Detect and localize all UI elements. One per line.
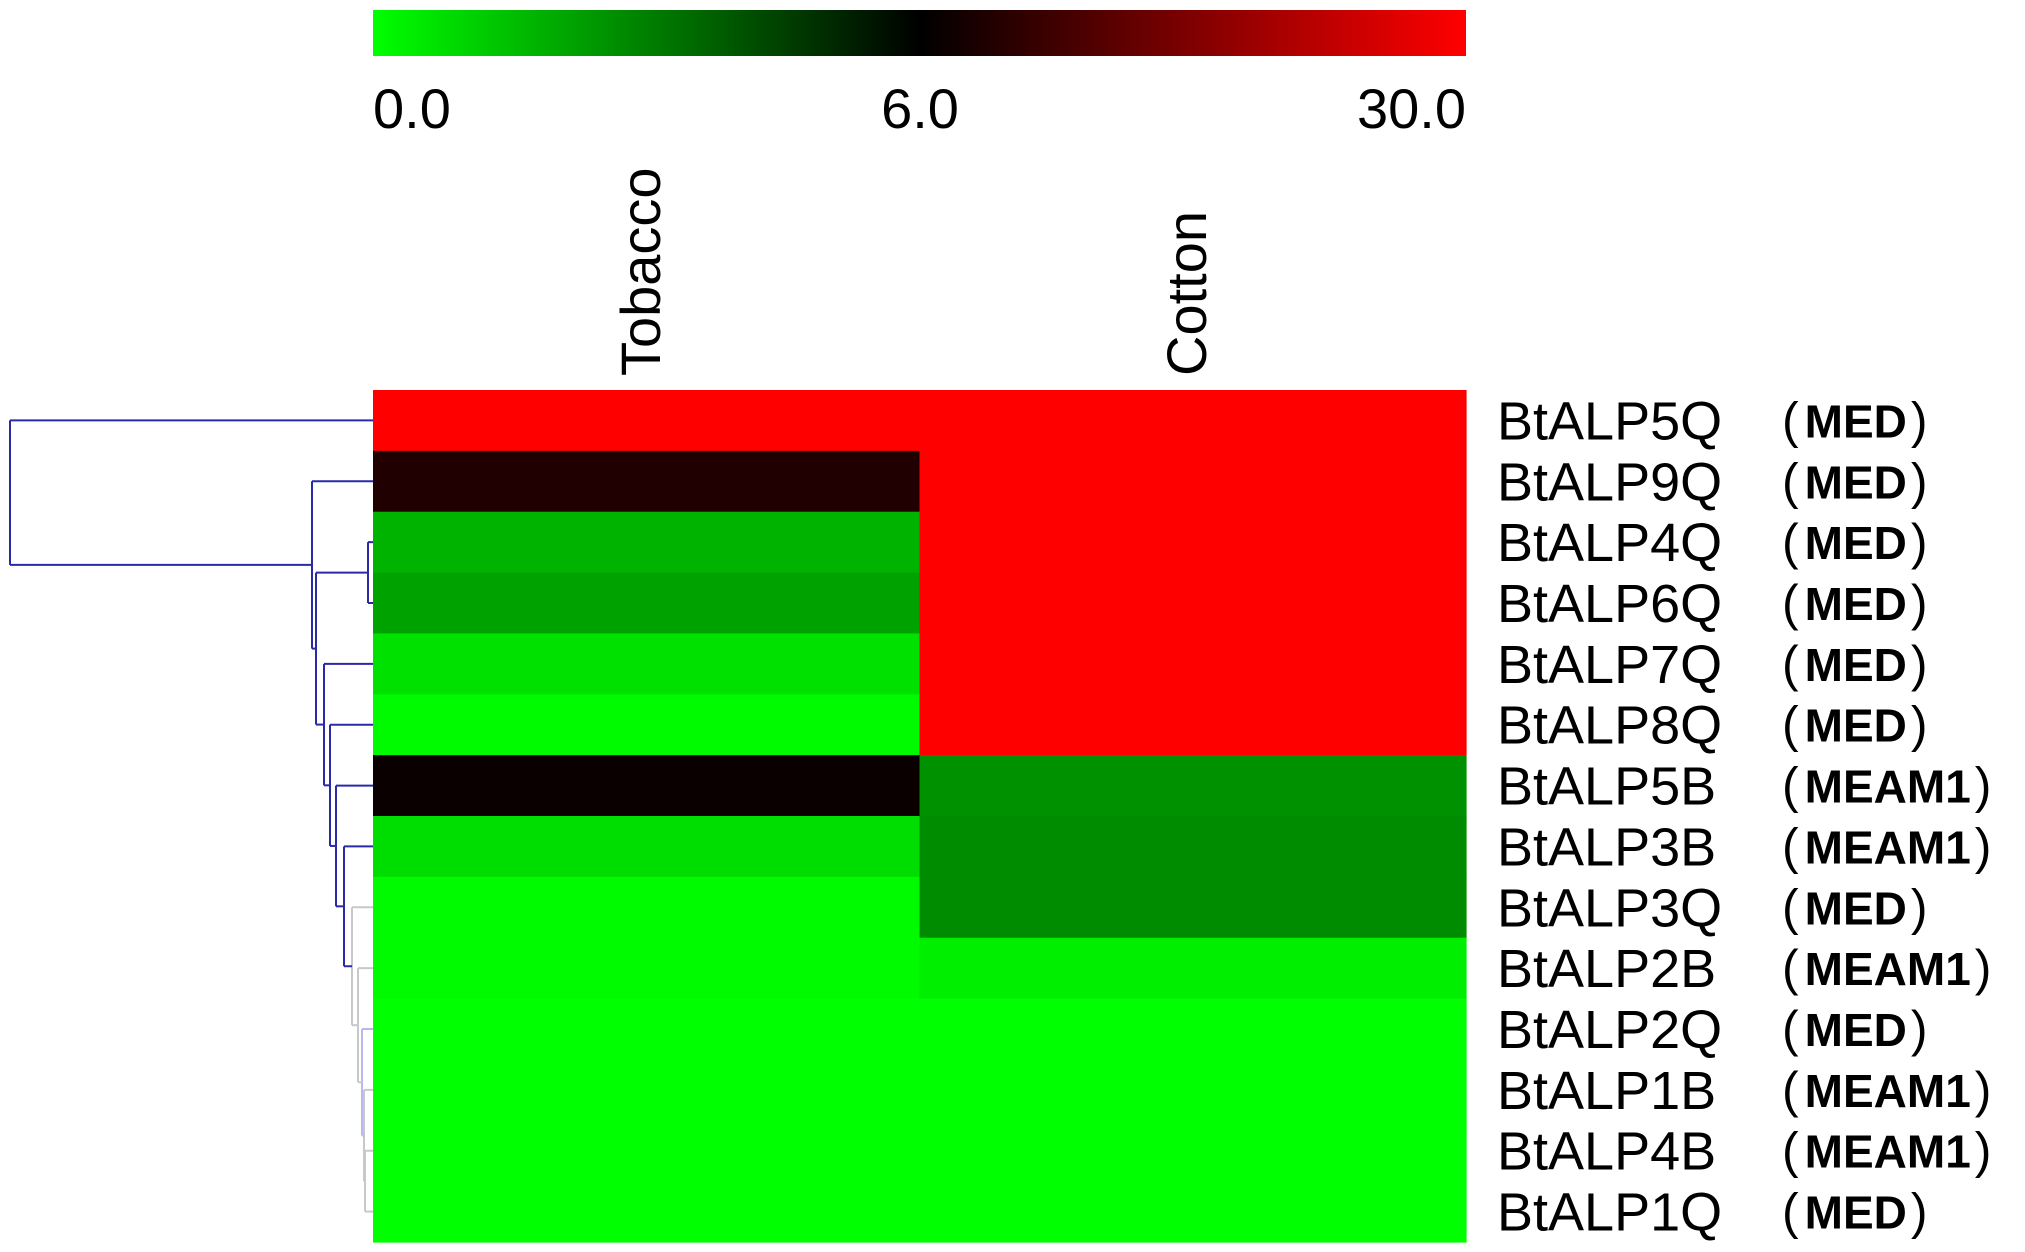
colorbar-tick-min: 0.0 bbox=[373, 77, 451, 140]
heatmap-cell bbox=[373, 450, 921, 513]
row-label-group: (MED) bbox=[1782, 697, 1928, 753]
row-label-group: (MED) bbox=[1782, 392, 1928, 448]
colorbar-gradient bbox=[373, 10, 1466, 56]
row-label-gene: BtALP5Q bbox=[1497, 391, 1722, 451]
heatmap-cell bbox=[373, 937, 921, 1000]
colorbar-tick-max: 30.0 bbox=[1357, 77, 1466, 140]
heatmap-cell bbox=[919, 816, 1467, 878]
heatmap-cell bbox=[373, 998, 921, 1061]
row-label-gene: BtALP3B bbox=[1497, 817, 1716, 877]
row-label-group: (MEAM1) bbox=[1782, 758, 1991, 814]
row-labels: BtALP5Q (MED) BtALP9Q (MED) BtALP4Q (MED) BtAL… bbox=[1497, 391, 1991, 1242]
heatmap-cell bbox=[373, 390, 921, 452]
row-label-gene: BtALP2B bbox=[1497, 939, 1716, 999]
heatmap-cell bbox=[919, 1181, 1467, 1243]
row-label-gene: BtALP1Q bbox=[1497, 1183, 1722, 1243]
column-label-cotton: Cotton bbox=[1155, 211, 1218, 376]
row-label-group: (MED) bbox=[1782, 1184, 1928, 1240]
row-label-group: (MEAM1) bbox=[1782, 940, 1991, 996]
row-label-group: (MED) bbox=[1782, 575, 1928, 631]
heatmap-cell bbox=[373, 694, 921, 756]
row-label-gene: BtALP1B bbox=[1497, 1061, 1716, 1121]
row-label-gene: BtALP8Q bbox=[1497, 696, 1722, 756]
colorbar: 0.0 6.0 30.0 bbox=[373, 10, 1466, 140]
row-label-gene: BtALP9Q bbox=[1497, 452, 1722, 512]
row-label-group: (MED) bbox=[1782, 514, 1928, 570]
row-label-gene: BtALP5B bbox=[1497, 757, 1716, 817]
row-label-gene: BtALP7Q bbox=[1497, 635, 1722, 695]
row-label-group: (MED) bbox=[1782, 879, 1928, 935]
row-label-group: (MEAM1) bbox=[1782, 818, 1991, 874]
row-label-group: (MEAM1) bbox=[1782, 1062, 1991, 1118]
heatmap-cell bbox=[919, 694, 1467, 756]
heatmap-cell bbox=[373, 755, 921, 817]
heatmap-cell bbox=[919, 1059, 1467, 1121]
heatmap-cell bbox=[373, 633, 921, 695]
row-label-group: (MED) bbox=[1782, 1001, 1928, 1057]
column-labels: Tobacco Cotton bbox=[609, 167, 1218, 376]
heatmap-cell bbox=[373, 1059, 921, 1121]
heatmap-cell bbox=[373, 816, 921, 878]
row-label-group: (MED) bbox=[1782, 636, 1928, 692]
heatmap-cell bbox=[373, 572, 921, 635]
row-label-group: (MED) bbox=[1782, 453, 1928, 509]
row-label-gene: BtALP2Q bbox=[1497, 1000, 1722, 1060]
column-label-tobacco: Tobacco bbox=[609, 167, 672, 376]
heatmap-cell bbox=[373, 511, 921, 574]
heatmap-cell bbox=[919, 998, 1467, 1061]
heatmap-cells bbox=[373, 390, 1467, 1243]
heatmap-cell bbox=[919, 572, 1467, 635]
row-label-gene: BtALP4Q bbox=[1497, 513, 1722, 573]
row-label-group: (MEAM1) bbox=[1782, 1123, 1991, 1179]
heatmap-cell bbox=[919, 1120, 1467, 1182]
heatmap-cell bbox=[919, 755, 1467, 817]
heatmap-cell bbox=[919, 390, 1467, 452]
heatmap-cell bbox=[919, 876, 1467, 939]
row-label-gene: BtALP6Q bbox=[1497, 574, 1722, 634]
row-label-gene: BtALP3Q bbox=[1497, 878, 1722, 938]
heatmap-cell bbox=[919, 511, 1467, 574]
heatmap-cell bbox=[373, 1120, 921, 1182]
row-label-gene: BtALP4B bbox=[1497, 1122, 1716, 1182]
heatmap-cell bbox=[373, 876, 921, 939]
heatmap-cell bbox=[373, 1181, 921, 1243]
row-dendrogram bbox=[9, 419, 373, 1213]
heatmap-cell bbox=[919, 633, 1467, 695]
colorbar-tick-mid: 6.0 bbox=[881, 77, 959, 140]
heatmap-cell bbox=[919, 937, 1467, 1000]
heatmap-cell bbox=[919, 450, 1467, 513]
